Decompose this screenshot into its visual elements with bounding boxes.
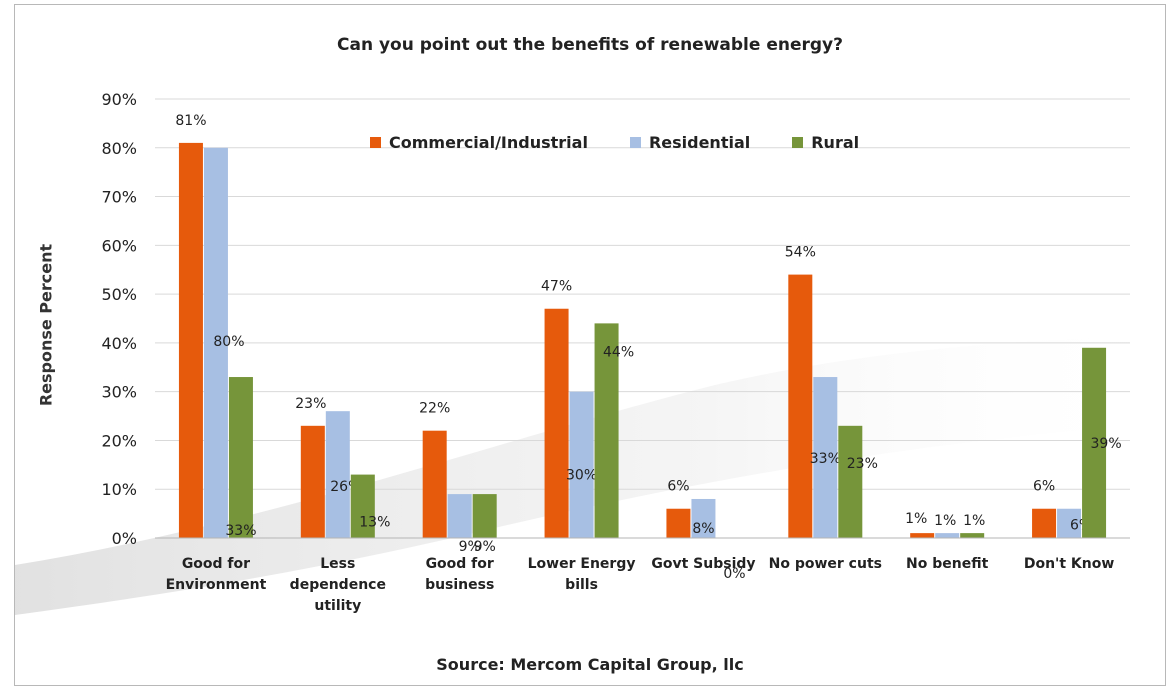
bar: [838, 425, 863, 538]
data-label: 9%: [474, 539, 496, 555]
y-tick-label: 30%: [101, 383, 137, 402]
data-label: 47%: [541, 279, 572, 295]
data-label: 39%: [1091, 436, 1122, 452]
data-label: 44%: [603, 344, 634, 360]
legend-item: Rural: [792, 133, 859, 152]
legend-label: Rural: [811, 132, 860, 152]
y-tick-label: 10%: [101, 480, 137, 499]
bar: [325, 411, 350, 538]
x-tick-label: Lower Energy: [528, 556, 636, 572]
bar: [569, 391, 594, 538]
data-label: 6%: [667, 479, 689, 495]
y-tick-label: 20%: [101, 431, 137, 450]
data-label: 23%: [847, 456, 878, 472]
bar: [813, 377, 838, 538]
bar: [960, 533, 985, 538]
bar: [203, 147, 228, 538]
data-label: 13%: [359, 515, 390, 531]
y-tick-label: 60%: [101, 236, 137, 255]
data-label: 22%: [419, 401, 450, 417]
x-tick-label: dependence: [290, 577, 386, 593]
bar: [350, 474, 375, 538]
bar: [472, 494, 497, 538]
data-label: 1%: [963, 513, 985, 529]
bar: [788, 274, 813, 538]
chart-frame: Can you point out the benefits of renewa…: [14, 4, 1166, 686]
y-tick-label: 40%: [101, 334, 137, 353]
chart-title: Can you point out the benefits of renewa…: [337, 35, 843, 55]
bar: [422, 430, 447, 538]
bar: [544, 308, 569, 538]
x-tick-label: business: [425, 577, 494, 593]
bar: [1057, 508, 1082, 538]
data-label: 33%: [225, 523, 256, 539]
x-tick-label: Good for: [426, 556, 494, 572]
source-note: Source: Mercom Capital Group, llc: [436, 655, 744, 674]
bar: [935, 533, 960, 538]
legend-label: Residential: [648, 132, 751, 152]
legend-item: Residential: [629, 132, 751, 152]
legend: Commercial/Industrial Residential Rural: [370, 130, 859, 154]
x-tick-label: Less: [320, 556, 355, 572]
data-label: 8%: [692, 521, 714, 537]
y-tick-label: 90%: [101, 90, 137, 109]
x-tick-label: bills: [565, 577, 598, 593]
x-tick-label: No benefit: [906, 556, 989, 572]
bar: [594, 323, 619, 538]
data-label: 33%: [810, 451, 841, 467]
data-label: 6%: [1033, 479, 1055, 495]
data-label: 80%: [213, 334, 244, 350]
bar: [228, 377, 253, 538]
bar: [691, 498, 716, 538]
legend-swatch: [629, 136, 641, 148]
legend-swatch: [370, 136, 381, 148]
x-tick-label: Govt Subsidy: [651, 556, 755, 572]
x-tick-label: utility: [314, 598, 361, 614]
data-label: 9%: [459, 539, 481, 555]
bar: [447, 494, 472, 538]
x-tick-label: Environment: [166, 577, 267, 593]
data-label: 0%: [723, 566, 745, 582]
legend-label: Commercial/Industrial: [389, 132, 588, 152]
y-tick-label: 70%: [101, 188, 137, 207]
bar: [1082, 347, 1107, 538]
x-tick-label: No power cuts: [769, 556, 882, 572]
x-tick-label: Don't Know: [1024, 556, 1114, 572]
bar: [666, 508, 691, 538]
y-tick-label: 80%: [101, 139, 137, 158]
data-label: 23%: [295, 396, 326, 412]
bar: [300, 425, 325, 538]
legend-item: Commercial/Industrial: [370, 133, 588, 152]
data-label: 1%: [934, 513, 956, 529]
data-label: 54%: [785, 245, 816, 261]
data-label: 30%: [566, 468, 597, 484]
legend-swatch: [792, 136, 804, 148]
y-tick-label: 0%: [112, 529, 137, 548]
bar: [178, 142, 203, 538]
y-tick-label: 50%: [101, 285, 137, 304]
bar: [1032, 508, 1057, 538]
bar-chart: 0% 10% 20% 30% 40% 50% 60% 70% 80% 90% 81% 80% 33% Go…: [101, 90, 1130, 614]
x-tick-label: Good for: [182, 556, 250, 572]
data-label: 81%: [175, 113, 206, 129]
data-label: 1%: [905, 511, 927, 527]
bar: [910, 533, 935, 538]
